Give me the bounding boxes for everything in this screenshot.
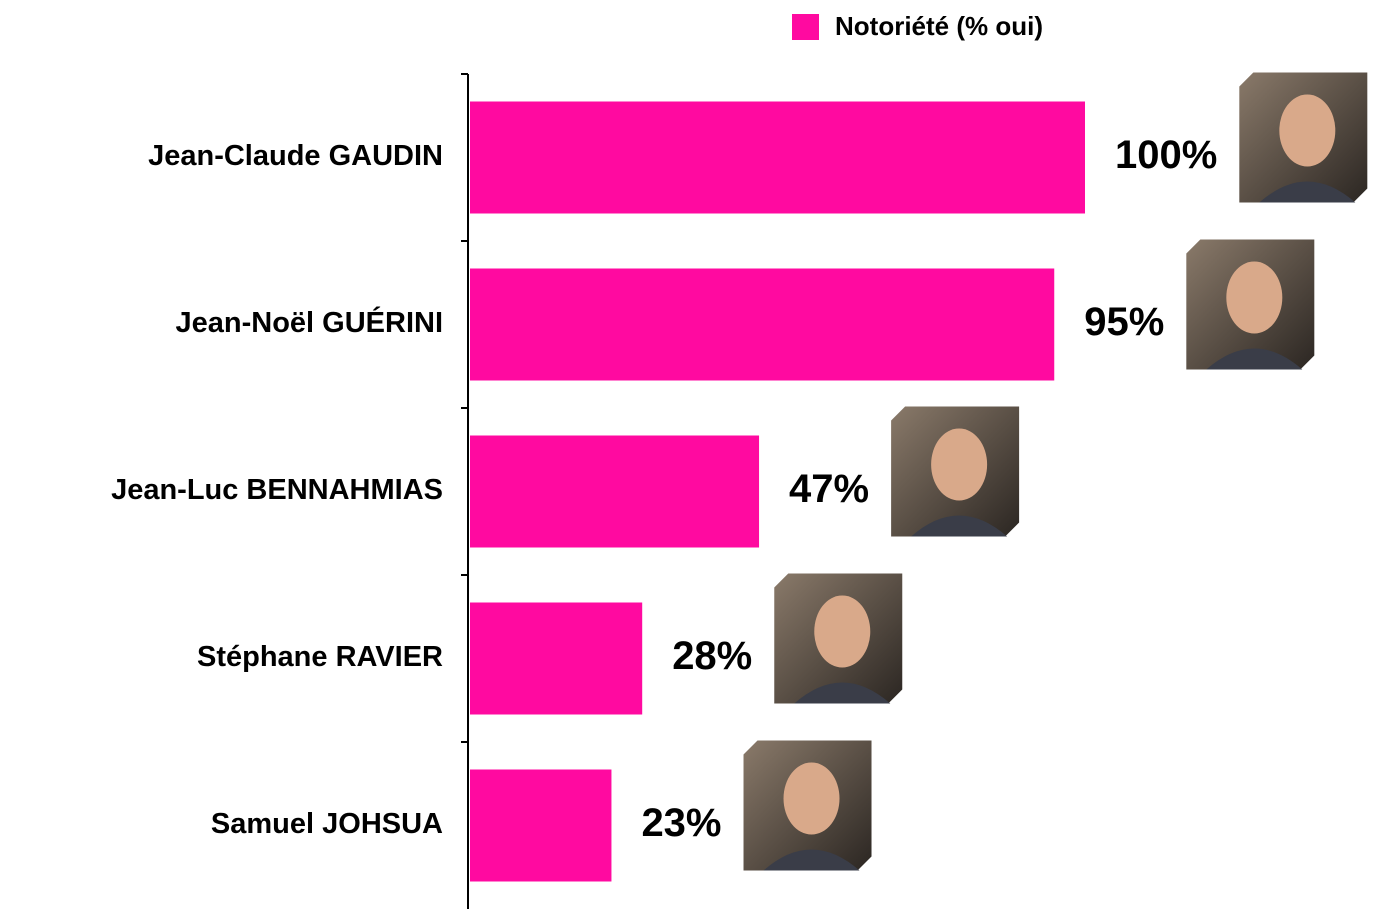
photo-body [1206,348,1303,370]
photo-body [1259,181,1356,203]
photo-face [814,595,871,668]
bar [470,101,1085,214]
photo-face [1279,94,1336,167]
value-label: 95% [1084,300,1164,344]
category-label: Stéphane RAVIER [197,641,443,673]
photo-face [783,762,840,835]
bar [470,602,643,715]
bar [470,769,612,882]
photo-face [931,428,988,501]
value-label: 28% [672,634,752,678]
bar [470,435,760,548]
photo-face [1226,261,1283,334]
photo-body [794,682,891,704]
category-label: Samuel JOHSUA [211,808,443,840]
legend-swatch [792,14,819,40]
photo-body [763,849,860,871]
category-label: Jean-Luc BENNAHMIAS [111,474,443,506]
category-label: Jean-Noël GUÉRINI [176,305,444,339]
bar [470,268,1055,381]
legend-label: Notoriété (% oui) [835,11,1043,41]
value-label: 47% [789,467,869,511]
category-label: Jean-Claude GAUDIN [148,140,443,172]
value-label: 100% [1115,133,1217,177]
photo-body [911,515,1008,537]
value-label: 23% [641,801,721,845]
